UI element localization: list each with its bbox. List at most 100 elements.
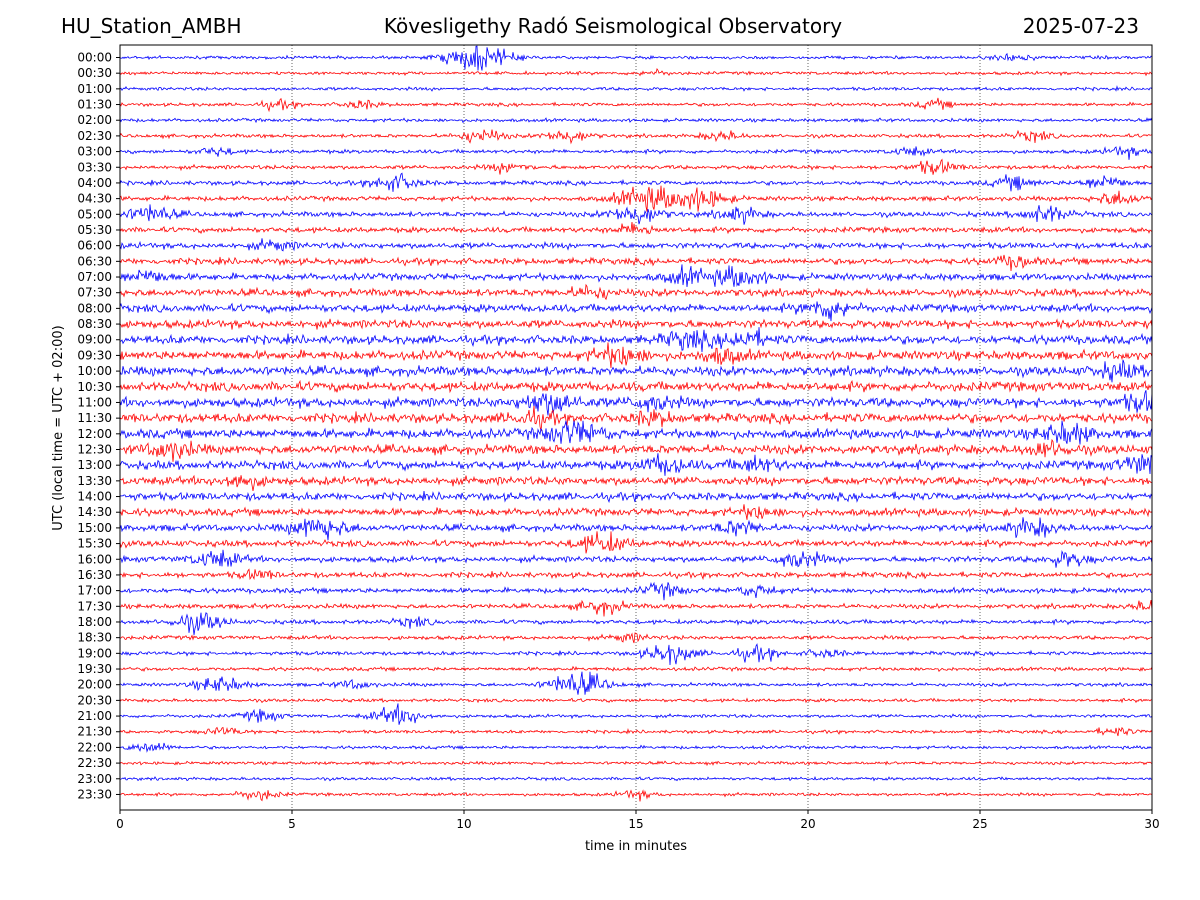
y-tick-label: 17:00: [77, 584, 112, 598]
x-tick-label: 0: [116, 817, 124, 831]
y-tick-label: 13:30: [77, 474, 112, 488]
x-tick-label: 25: [972, 817, 987, 831]
trace-0500: [119, 204, 1153, 225]
trace-0300: [119, 145, 1153, 160]
y-tick-label: 03:30: [77, 160, 112, 174]
trace-1500: [119, 517, 1153, 541]
y-tick-label: 18:30: [77, 631, 112, 645]
trace-0000: [119, 45, 1153, 71]
trace-0200: [119, 117, 1153, 124]
trace-0800: [119, 301, 1153, 322]
y-tick-label: 15:00: [77, 521, 112, 535]
y-tick-label: 11:30: [77, 411, 112, 425]
y-tick-label: 23:30: [77, 787, 112, 801]
y-tick-label: 22:30: [77, 756, 112, 770]
y-tick-label: 05:00: [77, 207, 112, 221]
trace-1600: [119, 549, 1153, 568]
y-tick-label: 16:30: [77, 568, 112, 582]
trace-2230: [119, 760, 1153, 767]
trace-0130: [119, 97, 1153, 113]
y-tick-label: 11:00: [77, 395, 112, 409]
y-tick-label: 10:30: [77, 380, 112, 394]
y-tick-label: 20:00: [77, 678, 112, 692]
y-tick-label: 06:30: [77, 254, 112, 268]
y-tick-label: 01:00: [77, 82, 112, 96]
y-tick-label: 13:00: [77, 458, 112, 472]
trace-1830: [119, 632, 1153, 644]
y-tick-label: 09:30: [77, 348, 112, 362]
trace-1900: [119, 643, 1153, 665]
trace-1700: [119, 581, 1153, 601]
trace-1530: [119, 531, 1153, 554]
trace-2100: [119, 703, 1153, 725]
trace-0700: [119, 264, 1153, 287]
trace-1400: [119, 490, 1153, 504]
date-label: 2025-07-23: [1022, 14, 1139, 38]
y-tick-label: 00:00: [77, 51, 112, 65]
trace-0230: [119, 129, 1153, 145]
y-tick-label: 10:00: [77, 364, 112, 378]
trace-2200: [119, 742, 1153, 753]
trace-1430: [119, 504, 1153, 520]
y-tick-label: 23:00: [77, 772, 112, 786]
y-tick-label: 16:00: [77, 552, 112, 566]
trace-1300: [119, 453, 1153, 476]
y-tick-label: 14:00: [77, 490, 112, 504]
grid-lines: [291, 45, 981, 810]
trace-0630: [119, 254, 1153, 272]
y-tick-label: 01:30: [77, 98, 112, 112]
trace-0330: [119, 158, 1153, 175]
y-tick-label: 14:30: [77, 505, 112, 519]
x-tick-label: 10: [456, 817, 471, 831]
trace-1230: [119, 438, 1153, 462]
y-tick-label: 17:30: [77, 599, 112, 613]
observatory-title: Kövesligethy Radó Seismological Observat…: [383, 14, 843, 38]
y-tick-label: 19:30: [77, 662, 112, 676]
y-tick-label: 08:00: [77, 301, 112, 315]
trace-2000: [119, 671, 1153, 695]
trace-2030: [119, 697, 1153, 704]
x-tick-label: 30: [1144, 817, 1159, 831]
x-tick-label: 15: [628, 817, 643, 831]
y-tick-label: 02:30: [77, 129, 112, 143]
trace-1100: [119, 390, 1153, 416]
trace-0730: [119, 283, 1153, 301]
trace-0030: [119, 68, 1153, 77]
y-tick-label: 12:00: [77, 427, 112, 441]
trace-0430: [119, 185, 1153, 212]
trace-1130: [119, 405, 1153, 432]
y-tick-label: 15:30: [77, 537, 112, 551]
y-tick-label: 05:30: [77, 223, 112, 237]
y-tick-label: 04:00: [77, 176, 112, 190]
trace-1800: [119, 612, 1153, 636]
trace-1030: [119, 379, 1153, 394]
trace-0600: [119, 238, 1153, 252]
y-axis-label: UTC (local time = UTC + 02:00): [51, 325, 66, 530]
trace-1000: [119, 359, 1153, 383]
trace-2330: [119, 789, 1153, 802]
y-tick-label: 03:00: [77, 145, 112, 159]
y-tick-label: 20:30: [77, 693, 112, 707]
y-tick-label: 21:00: [77, 709, 112, 723]
y-tick-label: 12:30: [77, 443, 112, 457]
trace-0530: [119, 221, 1153, 235]
y-tick-label: 07:00: [77, 270, 112, 284]
y-tick-label: 18:00: [77, 615, 112, 629]
trace-0830: [119, 318, 1153, 330]
trace-0400: [119, 172, 1153, 192]
trace-1200: [119, 420, 1153, 445]
trace-0900: [119, 327, 1153, 353]
trace-1330: [119, 474, 1153, 492]
y-tick-label: 22:00: [77, 740, 112, 754]
y-tick-label: 07:30: [77, 286, 112, 300]
y-tick-label: 21:30: [77, 725, 112, 739]
station-name: HU_Station_AMBH: [61, 14, 242, 38]
y-tick-label: 19:00: [77, 646, 112, 660]
x-axis-label: time in minutes: [585, 839, 687, 854]
trace-1630: [119, 568, 1153, 581]
y-tick-label: 04:30: [77, 192, 112, 206]
trace-0930: [119, 342, 1153, 368]
y-tick-label: 06:00: [77, 239, 112, 253]
